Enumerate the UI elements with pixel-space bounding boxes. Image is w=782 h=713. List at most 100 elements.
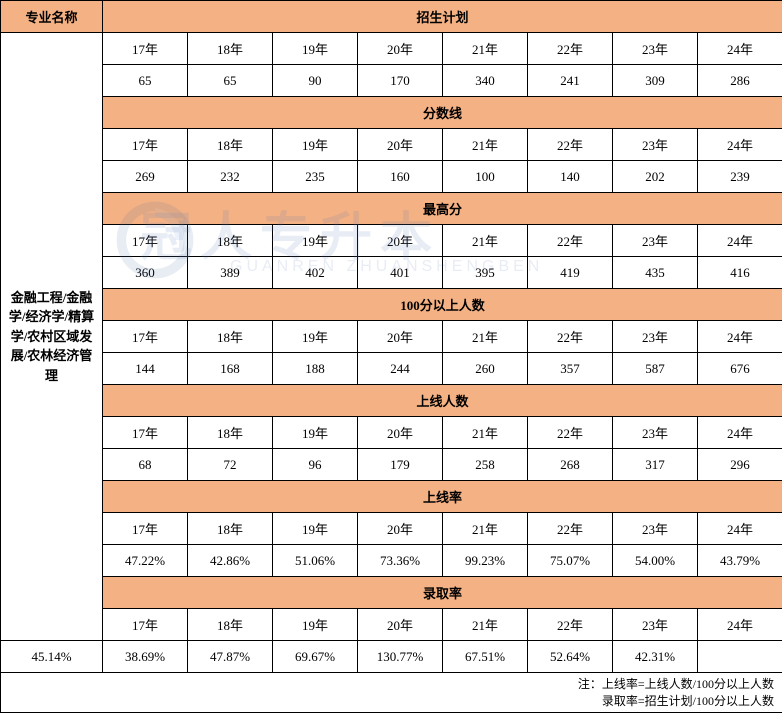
year-cell: 19年	[273, 225, 358, 257]
value-cell: 65	[188, 65, 273, 97]
values-row-6: 45.14% 38.69% 47.87% 69.67% 130.77% 67.5…	[1, 641, 782, 673]
year-cell: 21年	[443, 33, 528, 65]
section-header-5: 上线率	[1, 481, 782, 513]
year-cell: 24年	[698, 513, 782, 545]
section-name: 分数线	[103, 97, 782, 129]
year-cell: 18年	[188, 321, 273, 353]
years-row-4: 17年 18年 19年 20年 21年 22年 23年 24年	[1, 417, 782, 449]
section-header-1: 分数线	[1, 97, 782, 129]
section-name: 100分以上人数	[103, 289, 782, 321]
year-cell: 20年	[358, 225, 443, 257]
year-cell: 20年	[358, 321, 443, 353]
year-cell: 23年	[613, 129, 698, 161]
value-cell: 179	[358, 449, 443, 481]
value-cell: 202	[613, 161, 698, 193]
year-cell: 23年	[613, 321, 698, 353]
value-cell: 100	[443, 161, 528, 193]
year-cell: 19年	[273, 513, 358, 545]
value-cell: 286	[698, 65, 782, 97]
year-cell: 20年	[358, 609, 443, 641]
value-cell: 360	[103, 257, 188, 289]
year-cell: 18年	[188, 609, 273, 641]
year-cell: 23年	[613, 225, 698, 257]
value-cell: 296	[698, 449, 782, 481]
years-row-5: 17年 18年 19年 20年 21年 22年 23年 24年	[1, 513, 782, 545]
major-name: 金融工程/金融学/经济学/精算学/农村区域发展/农林经济管理	[1, 33, 103, 641]
year-cell: 24年	[698, 609, 782, 641]
year-cell: 22年	[528, 417, 613, 449]
section-name: 上线率	[103, 481, 782, 513]
value-cell: 389	[188, 257, 273, 289]
value-cell: 47.87%	[188, 641, 273, 673]
value-cell: 75.07%	[528, 545, 613, 577]
major-header: 专业名称	[1, 1, 103, 33]
value-cell: 96	[273, 449, 358, 481]
values-row-4: 68 72 96 179 258 268 317 296	[1, 449, 782, 481]
year-cell: 17年	[103, 513, 188, 545]
year-cell: 22年	[528, 609, 613, 641]
year-cell: 19年	[273, 129, 358, 161]
year-cell: 20年	[358, 129, 443, 161]
year-cell: 17年	[103, 417, 188, 449]
year-cell: 17年	[103, 321, 188, 353]
value-cell: 90	[273, 65, 358, 97]
value-cell: 65	[103, 65, 188, 97]
year-cell: 22年	[528, 321, 613, 353]
value-cell: 47.22%	[103, 545, 188, 577]
year-cell: 23年	[613, 609, 698, 641]
year-cell: 19年	[273, 609, 358, 641]
value-cell: 42.31%	[613, 641, 698, 673]
value-cell: 188	[273, 353, 358, 385]
value-cell: 244	[358, 353, 443, 385]
footnote-text: 注：上线率=上线人数/100分以上人数 录取率=招生计划/100分以上人数	[1, 673, 782, 713]
value-cell: 357	[528, 353, 613, 385]
year-cell: 18年	[188, 417, 273, 449]
value-cell: 170	[358, 65, 443, 97]
year-cell: 21年	[443, 225, 528, 257]
years-row-0: 金融工程/金融学/经济学/精算学/农村区域发展/农林经济管理 17年 18年 1…	[1, 33, 782, 65]
value-cell: 676	[698, 353, 782, 385]
value-cell: 232	[188, 161, 273, 193]
year-cell: 24年	[698, 129, 782, 161]
header-row: 专业名称 招生计划	[1, 1, 782, 33]
value-cell: 395	[443, 257, 528, 289]
value-cell: 309	[613, 65, 698, 97]
section-name: 上线人数	[103, 385, 782, 417]
plan-header: 招生计划	[103, 1, 782, 33]
year-cell: 24年	[698, 417, 782, 449]
year-cell: 17年	[103, 33, 188, 65]
value-cell: 38.69%	[103, 641, 188, 673]
value-cell: 258	[443, 449, 528, 481]
value-cell: 67.51%	[443, 641, 528, 673]
value-cell: 268	[528, 449, 613, 481]
value-cell: 168	[188, 353, 273, 385]
year-cell: 22年	[528, 513, 613, 545]
year-cell: 21年	[443, 321, 528, 353]
year-cell: 24年	[698, 33, 782, 65]
year-cell: 18年	[188, 513, 273, 545]
year-cell: 23年	[613, 513, 698, 545]
year-cell: 19年	[273, 321, 358, 353]
value-cell: 52.64%	[528, 641, 613, 673]
value-cell: 68	[103, 449, 188, 481]
year-cell: 17年	[103, 129, 188, 161]
year-cell: 22年	[528, 225, 613, 257]
year-cell: 20年	[358, 417, 443, 449]
year-cell: 21年	[443, 129, 528, 161]
values-row-2: 360 389 402 401 395 419 435 416	[1, 257, 782, 289]
year-cell: 18年	[188, 129, 273, 161]
value-cell: 340	[443, 65, 528, 97]
year-cell: 20年	[358, 33, 443, 65]
values-row-5: 47.22% 42.86% 51.06% 73.36% 99.23% 75.07…	[1, 545, 782, 577]
values-row-0: 65 65 90 170 340 241 309 286	[1, 65, 782, 97]
value-cell: 99.23%	[443, 545, 528, 577]
values-row-3: 144 168 188 244 260 357 587 676	[1, 353, 782, 385]
value-cell: 73.36%	[358, 545, 443, 577]
value-cell: 42.86%	[188, 545, 273, 577]
year-cell: 21年	[443, 417, 528, 449]
value-cell: 419	[528, 257, 613, 289]
value-cell: 317	[613, 449, 698, 481]
value-cell: 241	[528, 65, 613, 97]
value-cell: 45.14%	[1, 641, 103, 673]
value-cell: 269	[103, 161, 188, 193]
